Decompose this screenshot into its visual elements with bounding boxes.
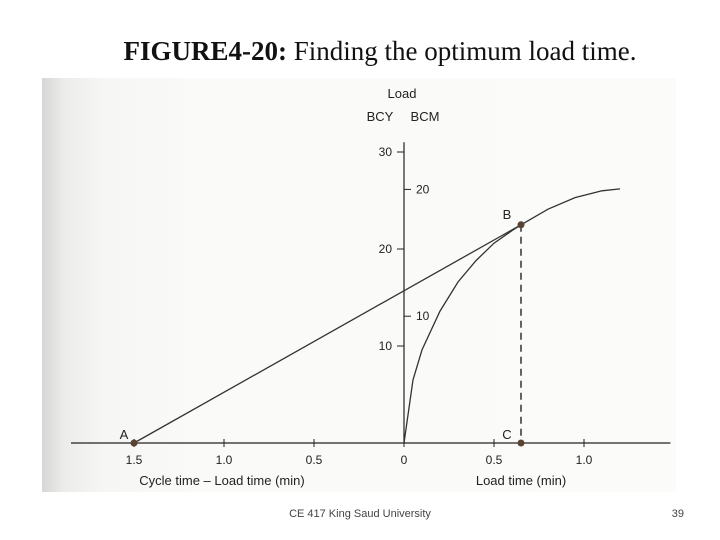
y-unit-bcy: BCY [367,109,394,124]
left-x-axis-label: Cycle time – Load time (min) [139,473,304,488]
figure-caption: Finding the optimum load time. [287,36,637,66]
point-c [517,439,525,447]
bcy-tick-label: 10 [379,339,393,353]
x-tick-label: 0 [401,453,408,467]
figure-number: FIGURE4-20: [123,36,288,66]
page-number: 39 [671,508,684,520]
series-line-1 [133,224,522,444]
point-label-a: A [120,427,129,442]
right-x-axis-label: Load time (min) [476,473,566,488]
point-label-b: B [503,207,512,222]
x-tick-label: 1.0 [576,453,593,467]
x-tick-label: 0.5 [486,453,503,467]
x-tick-label: 0.5 [306,453,323,467]
series-line-2 [403,188,621,444]
figure-scan-background [42,78,676,492]
x-tick-label: 1.0 [216,453,233,467]
bcm-tick-label: 10 [416,309,430,323]
chart-marks: A B C [120,207,525,447]
chart-series [133,188,621,444]
bcy-tick-label: 20 [379,242,393,256]
point-a [130,439,138,447]
point-b [517,221,525,229]
chart-axes: 1.5 1.0 0.5 0 0.5 1.0 10 20 30 10 20 Load BCY BCM Cycl… [71,86,671,488]
y-unit-bcm: BCM [411,109,440,124]
footer-text: CE 417 King Saud University [289,508,431,520]
x-tick-label: 1.5 [126,453,143,467]
point-label-c: C [502,427,511,442]
bcy-tick-label: 30 [379,145,393,159]
bcm-tick-label: 20 [416,182,430,196]
slide-title: FIGURE4-20: Finding the optimum load tim… [0,36,720,67]
y-axis-title: Load [388,86,417,101]
